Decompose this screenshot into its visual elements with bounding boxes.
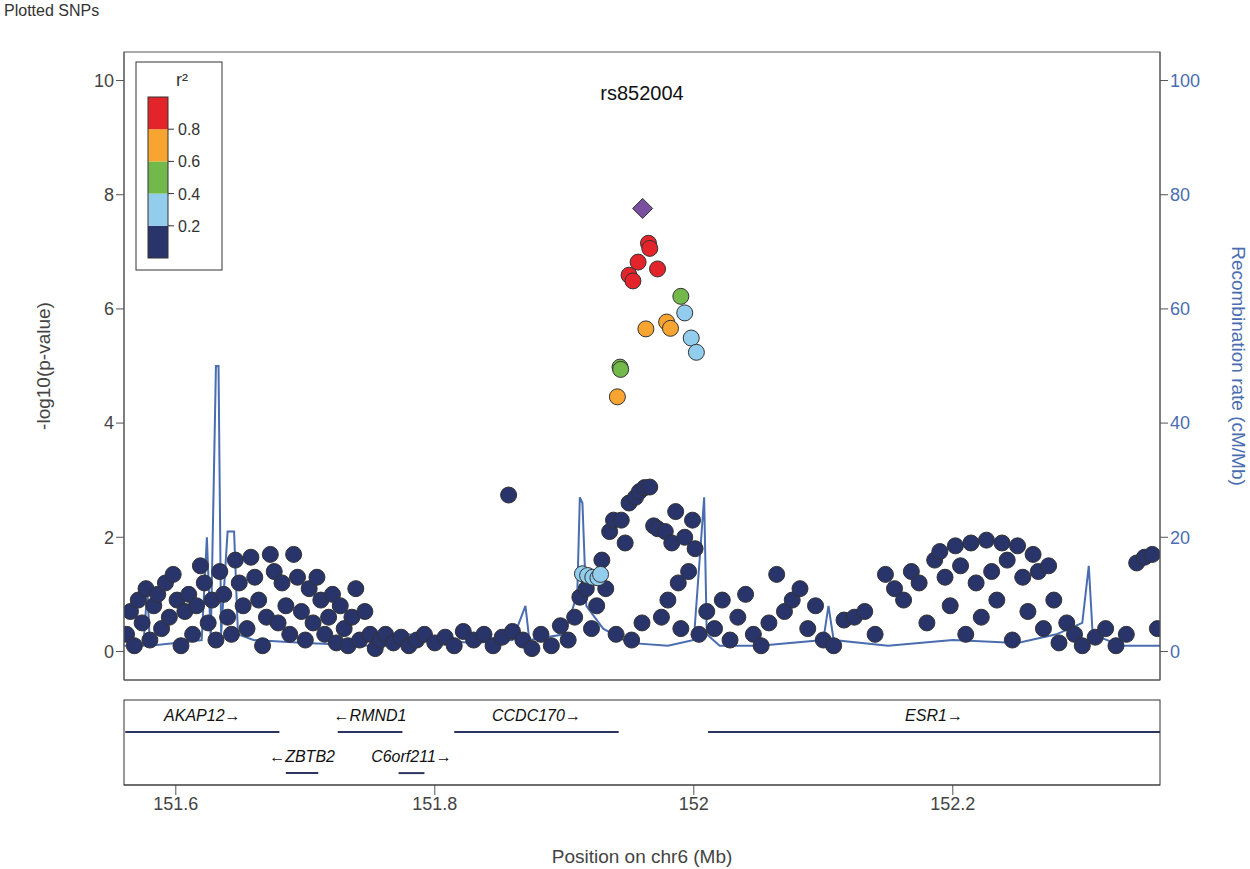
svg-text:40: 40 xyxy=(1170,413,1190,433)
svg-text:0.4: 0.4 xyxy=(178,186,200,203)
svg-text:6: 6 xyxy=(104,299,114,319)
svg-text:0: 0 xyxy=(104,642,114,662)
svg-text:8: 8 xyxy=(104,185,114,205)
svg-text:C6orf211→: C6orf211→ xyxy=(371,748,452,765)
svg-text:←RMND1: ←RMND1 xyxy=(334,707,407,724)
svg-text:rs852004: rs852004 xyxy=(600,82,683,104)
svg-text:0: 0 xyxy=(1170,642,1180,662)
svg-text:r²: r² xyxy=(176,70,188,90)
svg-text:ESR1→: ESR1→ xyxy=(905,707,963,724)
svg-text:0.8: 0.8 xyxy=(178,121,200,138)
svg-text:CCDC170→: CCDC170→ xyxy=(492,707,581,724)
svg-text:60: 60 xyxy=(1170,299,1190,319)
svg-text:80: 80 xyxy=(1170,185,1190,205)
svg-text:151.6: 151.6 xyxy=(153,794,198,814)
svg-text:4: 4 xyxy=(104,413,114,433)
svg-text:2: 2 xyxy=(104,528,114,548)
svg-text:152.2: 152.2 xyxy=(930,794,975,814)
svg-text:0.6: 0.6 xyxy=(178,153,200,170)
svg-text:-log10(p-value): -log10(p-value) xyxy=(33,302,54,430)
svg-text:0.2: 0.2 xyxy=(178,218,200,235)
svg-text:152: 152 xyxy=(679,794,709,814)
svg-text:AKAP12→: AKAP12→ xyxy=(163,707,240,724)
svg-text:Recombination rate (cM/Mb): Recombination rate (cM/Mb) xyxy=(1228,246,1242,486)
svg-text:10: 10 xyxy=(94,71,114,91)
svg-text:20: 20 xyxy=(1170,528,1190,548)
html-text:Plotted SNPs: Plotted SNPs xyxy=(4,2,100,19)
svg-text:←ZBTB2: ←ZBTB2 xyxy=(269,748,335,765)
svg-text:Position on chr6 (Mb): Position on chr6 (Mb) xyxy=(552,846,733,867)
svg-text:151.8: 151.8 xyxy=(412,794,457,814)
svg-text:100: 100 xyxy=(1170,71,1200,91)
